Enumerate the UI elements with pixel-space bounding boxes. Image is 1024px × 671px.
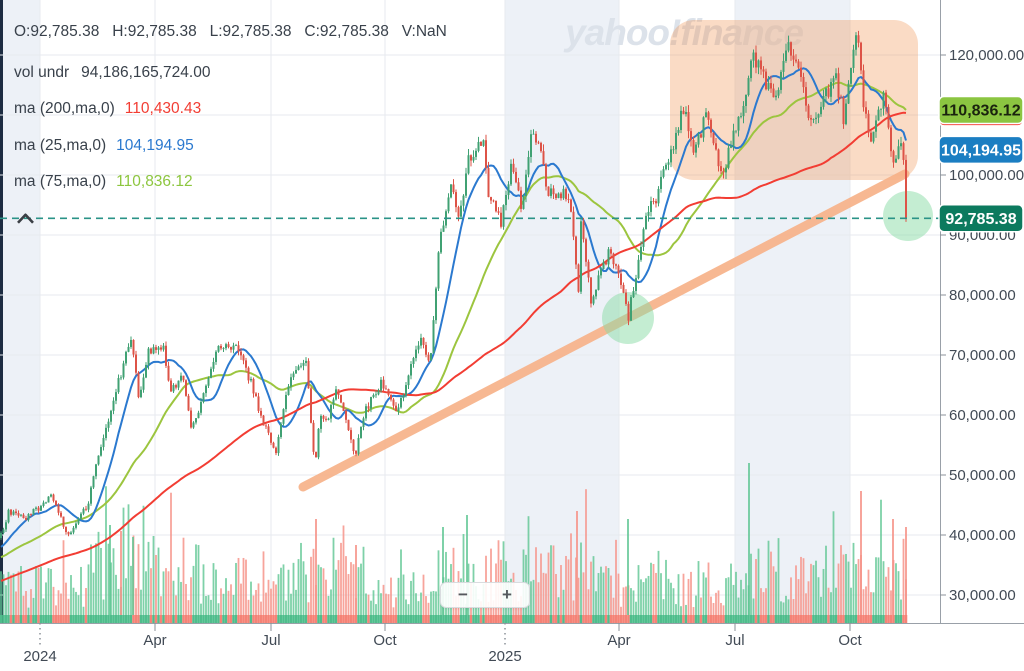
y-axis-label: 100,000.00 xyxy=(949,167,1024,184)
price-badge-label: 110,836.12 xyxy=(941,102,1020,119)
y-axis-label: 80,000.00 xyxy=(949,287,1016,304)
x-axis-label: 2025 xyxy=(488,648,521,665)
highlight-box[interactable] xyxy=(670,20,918,180)
left-edge-strip xyxy=(0,0,3,623)
candles-layer xyxy=(0,30,907,540)
ma25-line xyxy=(0,67,907,548)
yahoo-finance-watermark: yahoo!finance xyxy=(563,12,803,53)
zoom-in-button[interactable]: + xyxy=(485,584,529,606)
x-axis-label: Apr xyxy=(143,632,166,649)
y-axis-label: 30,000.00 xyxy=(949,587,1016,604)
period-band xyxy=(0,0,40,623)
x-axis-label: 2024 xyxy=(23,648,56,665)
y-axis-label: 40,000.00 xyxy=(949,527,1016,544)
bands-layer xyxy=(0,0,850,623)
volume-spike xyxy=(748,463,750,615)
collapse-caret-icon[interactable] xyxy=(17,213,34,224)
ma200-line xyxy=(0,111,907,582)
volume-spike xyxy=(109,525,111,615)
x-axis-label: Oct xyxy=(838,632,862,649)
x-axis-label: Apr xyxy=(607,632,630,649)
watermark-layer: yahoo!finance xyxy=(563,12,804,53)
zoom-out-button[interactable]: − xyxy=(441,584,485,606)
price-badge-label: 104,194.95 xyxy=(941,142,1021,159)
volume-spike xyxy=(905,527,907,615)
ma75-line xyxy=(0,81,907,559)
volume-spike xyxy=(442,527,444,615)
grid-layer xyxy=(0,0,940,623)
volume-spike xyxy=(576,511,578,615)
x-axis-label: Jul xyxy=(261,632,280,649)
volume-spike xyxy=(860,491,862,615)
volume-spike xyxy=(892,519,894,615)
highlight-circle[interactable] xyxy=(883,191,933,241)
price-badge xyxy=(938,95,1024,125)
zoom-controls: − + xyxy=(440,582,530,608)
price-badge xyxy=(938,204,1024,233)
x-axis-label: Jul xyxy=(725,632,744,649)
volume-spike xyxy=(466,515,468,615)
ma-layer xyxy=(0,67,907,582)
period-band xyxy=(505,0,619,623)
y-axis-label: 60,000.00 xyxy=(949,407,1016,424)
y-axis-label: 70,000.00 xyxy=(949,347,1016,364)
trend-line[interactable] xyxy=(298,169,910,492)
price-badge-label: 92,785.38 xyxy=(945,211,1016,228)
strip-layer xyxy=(0,615,908,623)
volume-spike xyxy=(627,519,629,615)
volume-spike xyxy=(132,537,134,615)
volume-spike xyxy=(315,519,317,615)
volume-spike xyxy=(120,531,122,615)
x-axis-label: Oct xyxy=(373,632,397,649)
volume-spike xyxy=(355,545,357,615)
y-axis-label: 120,000.00 xyxy=(949,47,1024,64)
priceline-layer xyxy=(0,213,940,224)
price-badge xyxy=(938,135,1024,165)
y-axis-label: 50,000.00 xyxy=(949,467,1016,484)
